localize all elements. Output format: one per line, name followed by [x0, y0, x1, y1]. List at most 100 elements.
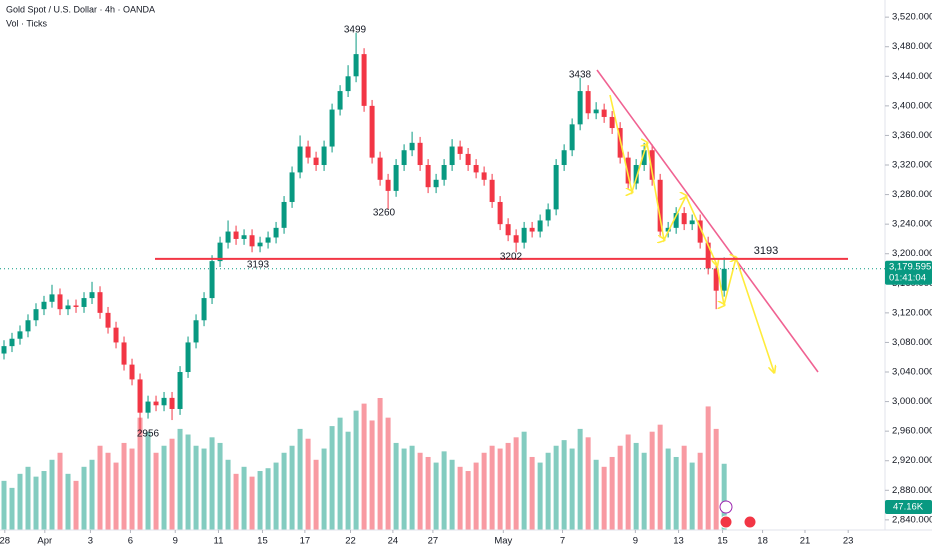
price-annotation: 3202 — [500, 252, 523, 263]
volume-bar — [417, 452, 423, 530]
event-icon — [743, 515, 757, 529]
candle-body — [561, 150, 567, 166]
candle-body — [241, 235, 247, 239]
volume-last-label: 47.16K — [893, 502, 924, 513]
volume-bar — [113, 462, 119, 530]
volume-bar — [377, 398, 383, 530]
candle-body — [169, 397, 175, 409]
volume-tag — [885, 500, 932, 514]
candle-body — [281, 201, 287, 228]
candle-body — [33, 309, 39, 321]
y-tick-label: 3,200.000 — [892, 248, 932, 259]
candle-body — [193, 320, 199, 343]
candle-body — [497, 201, 503, 225]
volume-bar — [9, 487, 15, 530]
candle-body — [185, 342, 191, 373]
volume-bar — [73, 480, 79, 530]
volume-bar — [425, 456, 431, 530]
volume-bar — [569, 448, 575, 530]
candle-body — [105, 312, 111, 328]
volume-bar — [49, 459, 55, 530]
candle-body — [257, 242, 263, 247]
candle-body — [441, 165, 447, 180]
volume-bar — [633, 442, 639, 530]
volume-bar — [1, 480, 7, 530]
volume-bar — [393, 442, 399, 530]
x-tick-label: 9 — [633, 536, 638, 547]
candle-body — [473, 165, 479, 173]
volume-bar — [649, 431, 655, 530]
chart-title: Gold Spot / U.S. Dollar · 4h · OANDA — [6, 4, 155, 14]
candle-body — [593, 109, 599, 114]
volume-bar — [201, 448, 207, 530]
x-tick-label: 3 — [88, 536, 93, 547]
candle-body — [305, 146, 311, 158]
volume-bar — [41, 471, 47, 530]
volume-bar — [561, 440, 567, 530]
candle-body — [553, 165, 559, 210]
candle-body — [721, 268, 727, 291]
y-tick-label: 3,440.000 — [892, 71, 932, 82]
price-annotation: 2956 — [137, 429, 160, 440]
volume-bar — [177, 428, 183, 530]
candle-body — [137, 379, 143, 413]
volume-bar — [193, 445, 199, 530]
y-tick-label: 3,040.000 — [892, 367, 932, 378]
volume-bar — [473, 462, 479, 530]
volume-bar — [713, 428, 719, 530]
volume-bar — [625, 434, 631, 530]
candle-body — [1, 346, 7, 354]
price-annotation: 3438 — [569, 70, 592, 81]
volume-bar — [129, 448, 135, 530]
volume-bar — [153, 452, 159, 530]
event-icon — [719, 500, 733, 514]
candle-body — [265, 237, 271, 243]
volume-bar — [609, 456, 615, 530]
x-tick-label: 6 — [128, 536, 133, 547]
volume-bar — [353, 410, 359, 530]
y-tick-label: 3,360.000 — [892, 130, 932, 141]
y-tick-label: 2,960.000 — [892, 426, 932, 437]
y-tick-label: 3,320.000 — [892, 160, 932, 171]
volume-bar — [449, 459, 455, 530]
candle-body — [425, 165, 431, 188]
volume-bar — [593, 459, 599, 530]
axes: 2,840.000 2,880.000 2,920.000 2,960.000 3,00… — [0, 12, 932, 547]
y-tick-label: 3,480.000 — [892, 41, 932, 52]
subtitle: Vol · Ticks — [6, 18, 48, 28]
x-tick-label: 17 — [300, 536, 311, 547]
volume-bar — [241, 466, 247, 530]
candle-body — [465, 153, 471, 166]
volume-bar — [329, 426, 335, 530]
volume-bar — [585, 437, 591, 530]
y-tick-label: 2,840.000 — [892, 514, 932, 525]
x-tick-label: 7 — [560, 536, 565, 547]
x-tick-label: 23 — [843, 536, 854, 547]
x-tick-label: 18 — [757, 536, 768, 547]
candle-body — [585, 91, 591, 114]
candle-body — [529, 227, 535, 232]
volume-bar — [289, 445, 295, 530]
candle-body — [449, 146, 455, 166]
volume-bar — [457, 466, 463, 530]
candle-body — [17, 331, 23, 339]
volume-bar — [361, 403, 367, 530]
volume-bar — [369, 420, 375, 530]
volume-bar — [209, 437, 215, 530]
candle-body — [577, 91, 583, 125]
volume-bar — [89, 459, 95, 530]
x-tick-label: 24 — [388, 536, 399, 547]
volume-bar — [313, 459, 319, 530]
volume-bar — [385, 417, 391, 530]
candle-body — [513, 235, 519, 243]
candle-body — [129, 364, 135, 380]
volume-bar — [281, 452, 287, 530]
candle-body — [481, 172, 487, 180]
volume-bar — [225, 459, 231, 530]
x-tick-label: 15 — [717, 536, 728, 547]
candle-body — [25, 320, 31, 332]
candle-body — [433, 179, 439, 188]
candle-body — [273, 227, 279, 238]
candle-body — [401, 150, 407, 166]
